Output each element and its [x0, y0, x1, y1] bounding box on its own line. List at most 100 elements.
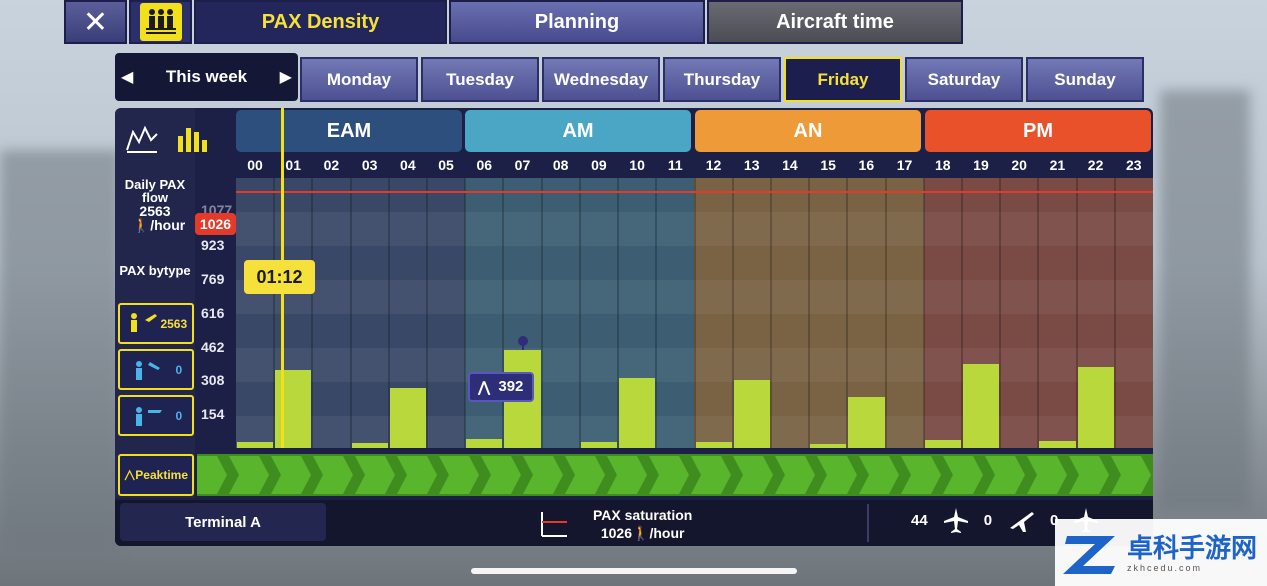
chevron [649, 456, 689, 494]
grid-line [1037, 178, 1040, 448]
tab-planning[interactable]: Planning [449, 0, 705, 44]
day-tab-tuesday[interactable]: Tuesday [421, 57, 539, 102]
peak-marker [517, 335, 528, 346]
bar-hour-21[interactable] [1039, 440, 1076, 448]
peak-timeline [197, 454, 1153, 496]
chevron [523, 456, 563, 494]
per-hour-unit: /hour [150, 217, 186, 233]
hour-label: 04 [400, 157, 416, 173]
current-time-badge[interactable]: 01:12 [244, 260, 315, 294]
flow-chart-icon[interactable] [125, 122, 159, 154]
watermark: 卓科手游网 zkhcedu.com [1055, 519, 1267, 586]
daily-pax-flow-value: 2563 [139, 203, 171, 219]
departures-filter-button[interactable]: 2563 [118, 303, 194, 344]
hour-label: 01 [285, 157, 301, 173]
bar-hour-06[interactable] [466, 439, 503, 448]
home-indicator[interactable] [471, 568, 797, 574]
saturation-info: PAX saturation 1026🚶/hour [539, 506, 692, 542]
period-pm: PM [925, 110, 1151, 152]
bar-hour-09[interactable] [580, 441, 618, 448]
hour-label: 23 [1125, 157, 1142, 173]
peak-icon: ⋀ [477, 378, 491, 396]
hour-label: 10 [629, 157, 645, 173]
hour-label: 18 [934, 157, 951, 173]
daily-pax-flow-label: Daily PAX flow [124, 177, 186, 205]
hour-label: 06 [476, 157, 493, 173]
next-week-arrow-icon[interactable]: ▶ [279, 69, 292, 86]
tab-pax-density[interactable]: PAX Density [194, 0, 447, 44]
chevron [197, 456, 227, 494]
left-column: Daily PAX flow 2563 🚶/hour PAX bytype 25… [115, 108, 207, 498]
landing-plane-count: 0 [1050, 512, 1058, 529]
background-tower [1160, 90, 1250, 510]
chevron [691, 456, 731, 494]
hour-label: 15 [820, 157, 836, 173]
close-button[interactable]: ✕ [64, 0, 127, 44]
bar-hour-12[interactable] [695, 441, 732, 448]
hour-label: 19 [973, 157, 989, 173]
bar-hour-13[interactable] [733, 380, 770, 448]
bar-hour-18[interactable] [924, 440, 961, 448]
grid-line [387, 178, 390, 448]
day-tab-monday[interactable]: Monday [300, 57, 418, 102]
grid-line [999, 178, 1002, 448]
day-tab-sunday[interactable]: Sunday [1026, 57, 1144, 102]
watermark-text: 卓科手游网 zkhcedu.com [1127, 533, 1257, 573]
peak-time-button[interactable]: Peaktime [118, 454, 194, 496]
divider [867, 504, 869, 542]
terminal-selector[interactable]: Terminal A [120, 503, 326, 541]
day-tab-thursday[interactable]: Thursday [663, 57, 781, 102]
bar-hour-10[interactable] [619, 377, 656, 448]
peak-stem [521, 341, 524, 350]
saturation-line [236, 190, 1153, 193]
bytype-chart-icon[interactable] [175, 122, 209, 154]
y-tick: 462 [201, 339, 225, 355]
departing-plane-count: 0 [983, 511, 993, 529]
grid-line [655, 178, 658, 448]
grid-line [808, 178, 811, 448]
chevron [1069, 456, 1109, 494]
view-icons [125, 122, 209, 154]
saturation-text: PAX saturation 1026🚶/hour [593, 506, 692, 542]
previous-week-arrow-icon[interactable]: ◀ [121, 69, 134, 86]
hour-label: 08 [552, 157, 569, 173]
chevron [355, 456, 395, 494]
period-eam: EAM [236, 110, 462, 152]
arrivals-filter-button[interactable]: 0 [118, 349, 194, 390]
bottom-bar: Terminal A PAX saturation 1026🚶/hour 44 … [115, 500, 1153, 546]
per-hour-label: 🚶/hour [129, 217, 189, 233]
chevron [439, 456, 479, 494]
grid-line [311, 178, 314, 448]
bar-hour-04[interactable] [389, 387, 427, 448]
tab-aircraft-time[interactable]: Aircraft time [707, 0, 963, 44]
band-am [465, 178, 694, 448]
grid-line [273, 178, 276, 448]
hour-label: 05 [438, 157, 454, 173]
band-pm [924, 178, 1153, 448]
saturation-badge: 1026 [195, 213, 236, 235]
transfer-icon [135, 406, 162, 426]
chevron [943, 456, 983, 494]
plane-icon [943, 508, 968, 533]
hour-label: 14 [782, 157, 798, 173]
bar-hour-16[interactable] [848, 396, 885, 448]
bar-hour-19[interactable] [962, 364, 1000, 448]
chevron [313, 456, 353, 494]
y-tick: 616 [201, 305, 225, 321]
day-tab-friday[interactable]: Friday [784, 57, 902, 102]
bar-hour-00[interactable] [237, 441, 274, 448]
transfer-filter-button[interactable]: 0 [118, 395, 194, 436]
grid-stripe [236, 416, 1153, 448]
chevron [481, 456, 521, 494]
pax-mode-button[interactable] [129, 0, 192, 44]
saturation-value: 1026 [600, 525, 633, 541]
bar-hour-03[interactable] [351, 443, 388, 448]
departures-icon [130, 312, 157, 332]
chevron [817, 456, 857, 494]
day-tab-saturday[interactable]: Saturday [905, 57, 1023, 102]
bar-hour-15[interactable] [810, 443, 847, 448]
watermark-title: 卓科手游网 [1127, 532, 1258, 563]
hour-label: 02 [323, 157, 340, 173]
day-tab-wednesday[interactable]: Wednesday [542, 57, 660, 102]
bar-hour-22[interactable] [1077, 366, 1114, 448]
